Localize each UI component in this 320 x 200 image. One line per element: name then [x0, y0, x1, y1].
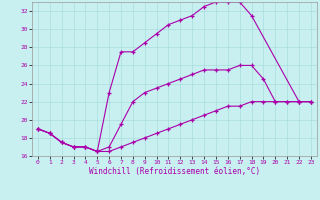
- X-axis label: Windchill (Refroidissement éolien,°C): Windchill (Refroidissement éolien,°C): [89, 167, 260, 176]
